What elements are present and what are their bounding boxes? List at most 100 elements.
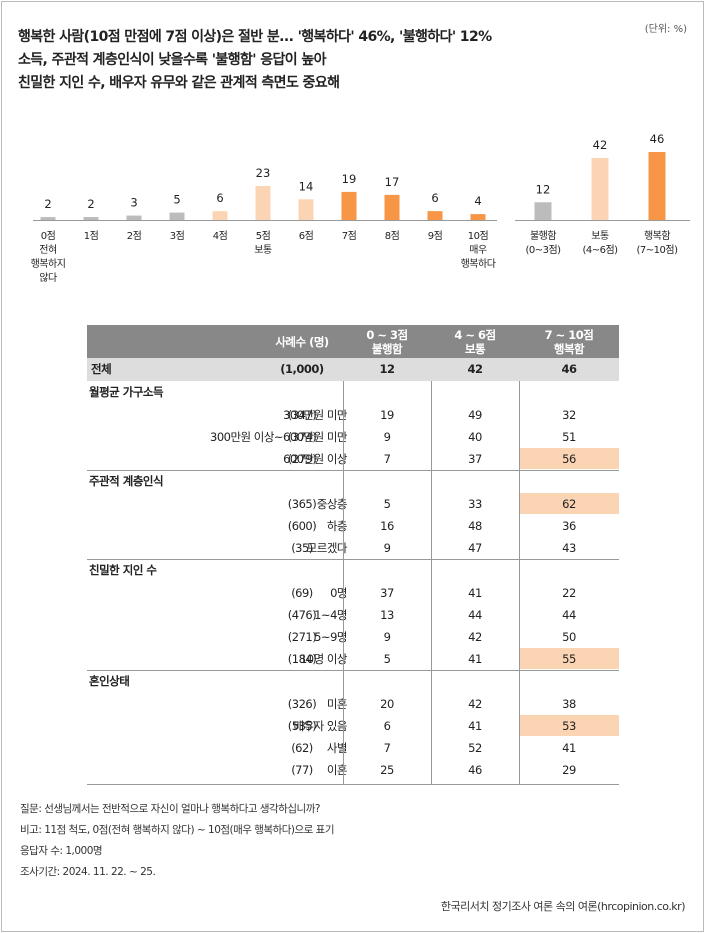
table-row: 1~4명 (476) 13 44 44 [87,604,619,626]
category-label-line: 행복함 [643,231,671,242]
row-unhappy: 7 [383,741,391,755]
row-unhappy: 25 [380,763,394,777]
row-n: (476) [287,608,317,622]
row-neutral: 47 [468,541,482,555]
chart-2-bar [648,152,666,220]
row-happy: 38 [562,697,576,711]
table-row: 600만원 이상 (279) 7 37 56 [87,448,619,470]
row-n: (600) [287,519,317,533]
row-label: 미혼 [326,697,348,711]
row-n: (374) [287,430,317,444]
notes: 질문: 선생님께서는 전반적으로 자신이 얼마나 행복하다고 생각하십니까? 비… [20,799,335,883]
note-period: 조사기간: 2024. 11. 22. ~ 25. [20,866,156,878]
chart-2-bar [534,202,552,220]
chart-1-category-label: 2점 [104,230,164,244]
row-unhappy: 16 [380,519,394,533]
row-unhappy: 19 [380,408,394,422]
chart-1-value-label: 2 [44,197,51,211]
category-label-line: 0점 [40,231,56,242]
row-n: (69) [291,586,313,600]
header-col-2: 4 ~ 6점 보통 [454,328,496,356]
category-label-line: 2점 [126,231,142,242]
chart-1-value-label: 5 [173,193,180,207]
row-label: 배우자 있음 [293,719,347,733]
table-header: 사례수 (명) 0 ~ 3점 불행함 4 ~ 6점 보통 7 ~ 10점 행복함 [87,325,619,358]
row-neutral: 48 [468,519,482,533]
chart-1-bar [255,186,271,220]
row-happy: 32 [562,408,576,422]
chart-2-category-label: 보통 (4~6점) [570,230,630,258]
row-label: 모르겠다 [306,541,348,555]
category-label-line: 않다 [39,273,57,284]
headline-line-2: 소득, 주관적 계층인식이 낮을수록 '불행함' 응답이 높아 [18,52,327,68]
header-col-3: 7 ~ 10점 행복함 [544,328,594,356]
chart-1-bar [470,214,486,220]
source: 한국리서치 정기조사 여론 속의 여론(hrcopinion.co.kr) [440,900,686,913]
table-total-row: 전체 (1,000) 12 42 46 [87,358,619,381]
row-unhappy: 9 [383,430,391,444]
chart-1-category-label: 3점 [147,230,207,244]
row-neutral: 33 [468,497,482,511]
row-happy: 55 [562,652,576,666]
table-row: 10명 이상 (184) 5 41 55 [87,648,619,670]
chart-1-category-label: 8점 [362,230,422,244]
note-respondents: 응답자 수: 1,000명 [20,845,103,857]
row-neutral: 37 [468,452,482,466]
row-neutral: 42 [468,697,482,711]
category-label-line: 보통 [591,231,609,242]
section-divider [87,559,619,560]
row-neutral: 49 [468,408,482,422]
row-n: (35) [291,541,313,555]
table-row: 하층 (600) 16 48 36 [87,515,619,537]
chart-1-bar [212,211,228,220]
row-neutral: 44 [468,608,482,622]
row-n: (535) [287,719,317,733]
chart-1-category-label: 1점 [61,230,121,244]
row-n: (62) [291,741,313,755]
chart-1-bar [83,217,99,220]
chart-1-category-label: 0점 전혀 행복하지 않다 [18,230,78,286]
chart-1-bar [169,212,185,220]
category-label-line: 7점 [341,231,357,242]
chart-1-value-label: 17 [385,175,400,189]
category-label-line: 매우 [469,245,487,256]
chart-2-category-label: 불행함 (0~3점) [513,230,573,258]
chart-1-category-label: 7점 [319,230,379,244]
category-label-line: 5점 [255,231,271,242]
category-label-line: 행복하다 [460,259,496,270]
row-happy: 22 [562,586,576,600]
row-happy: 44 [562,608,576,622]
table-row: 5~9명 (271) 9 42 50 [87,626,619,648]
total-unhappy: 12 [379,362,395,376]
row-n: (271) [287,630,317,644]
table-row: 300만원 이상~600만원 미만 (374) 9 40 51 [87,426,619,448]
row-unhappy: 9 [383,541,391,555]
row-neutral: 46 [468,763,482,777]
row-unhappy: 13 [380,608,394,622]
row-n: (365) [287,497,317,511]
chart-1-value-label: 6 [216,191,223,205]
chart-1-value-label: 23 [256,166,271,180]
row-unhappy: 20 [380,697,394,711]
headline-line-1: 행복한 사람(10점 만점에 7점 이상)은 절반 분... '행복하다' 46… [18,29,492,45]
row-unhappy: 5 [383,652,391,666]
note-remark: 비고: 11점 척도, 0점(전혀 행복하지 않다) ~ 10점(매우 행복하다… [20,824,335,836]
row-unhappy: 37 [380,586,394,600]
chart-1-bar [427,211,443,220]
total-neutral: 42 [467,362,483,376]
chart-1-value-label: 3 [130,196,137,210]
chart-1-category-label: 9점 [405,230,465,244]
chart-1-bar [40,217,56,220]
row-neutral: 52 [468,741,482,755]
chart-2-category-label: 행복함 (7~10점) [627,230,687,258]
table-row: 배우자 있음 (535) 6 41 53 [87,715,619,737]
row-label: 이혼 [326,763,348,777]
chart-1-category-label: 6점 [276,230,336,244]
row-label: 300만원 미만 [283,408,347,422]
category-label-line: 불행함 [529,231,557,242]
row-happy: 50 [562,630,576,644]
chart-2-value-label: 46 [650,132,665,146]
row-n: (77) [291,763,313,777]
chart-1-bar [298,199,314,220]
